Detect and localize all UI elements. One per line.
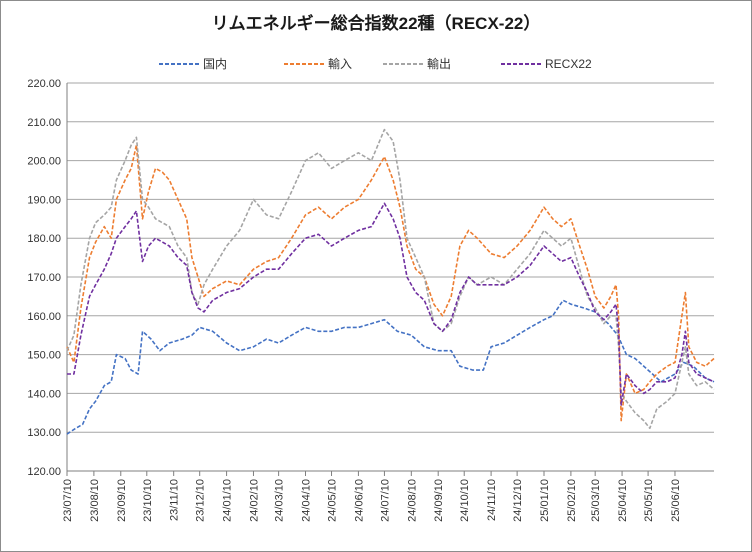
y-tick-label: 140.00 (27, 388, 61, 400)
gridlines (67, 82, 714, 472)
y-tick-label: 170.00 (27, 272, 61, 284)
x-tick-label: 25/06/10 (670, 479, 682, 522)
x-tick-label: 25/02/10 (566, 479, 578, 522)
x-axis: 23/07/10 23/08/10 23/09/10 23/10/10 23/11/10… (62, 470, 714, 522)
x-tick-label: 23/10/10 (142, 479, 154, 522)
plot-area (66, 128, 715, 435)
x-tick-label: 23/12/10 (195, 479, 207, 522)
x-tick-label: 24/08/10 (406, 479, 418, 522)
y-tick-label: 220.00 (27, 78, 61, 90)
x-tick-label: 23/08/10 (89, 479, 101, 522)
y-tick-label: 180.00 (27, 233, 61, 245)
x-tick-label: 24/10/10 (459, 479, 471, 522)
y-tick-label: 120.00 (27, 466, 61, 478)
legend-label: 国内 (203, 57, 227, 71)
x-tick-label: 23/09/10 (116, 479, 128, 522)
y-tick-label: 150.00 (27, 350, 61, 362)
x-tick-label: 24/12/10 (512, 479, 524, 522)
y-tick-label: 160.00 (27, 311, 61, 323)
legend-label: 輸入 (328, 56, 352, 71)
y-tick-label: 200.00 (27, 156, 61, 168)
y-axis: 120.00 130.00 140.00 150.00 160.00 170.00 180.… (27, 78, 68, 478)
series-line-輸出 (66, 128, 715, 430)
x-tick-label: 24/06/10 (353, 479, 365, 522)
series-line-輸入 (66, 144, 715, 422)
x-tick-label: 23/11/10 (169, 479, 181, 521)
legend-label: 輸出 (427, 56, 451, 71)
y-tick-label: 190.00 (27, 194, 61, 206)
x-tick-label: 24/01/10 (222, 479, 234, 522)
x-tick-label: 25/05/10 (643, 479, 655, 522)
x-tick-label: 25/01/10 (539, 479, 551, 522)
chart-legend: 国内 輸入 輸出 RECX22 (159, 56, 592, 71)
series-line-RECX22 (67, 202, 715, 406)
x-tick-label: 24/02/10 (248, 479, 260, 522)
x-tick-label: 24/05/10 (327, 479, 339, 522)
x-tick-label: 24/03/10 (274, 479, 286, 522)
x-tick-label: 24/04/10 (301, 479, 313, 522)
y-tick-label: 130.00 (27, 427, 61, 439)
series-line-国内 (66, 299, 715, 435)
legend-label: RECX22 (545, 57, 592, 71)
x-tick-label: 23/07/10 (62, 479, 74, 522)
x-tick-label: 25/04/10 (617, 479, 629, 522)
y-tick-label: 210.00 (27, 117, 61, 129)
x-tick-label: 25/03/10 (590, 479, 602, 522)
chart-title: リムエネルギー総合指数22種（RECX-22） (212, 13, 541, 33)
x-tick-label: 24/11/10 (486, 479, 498, 521)
x-tick-label: 24/09/10 (433, 479, 445, 522)
x-tick-label: 24/07/10 (379, 479, 391, 522)
